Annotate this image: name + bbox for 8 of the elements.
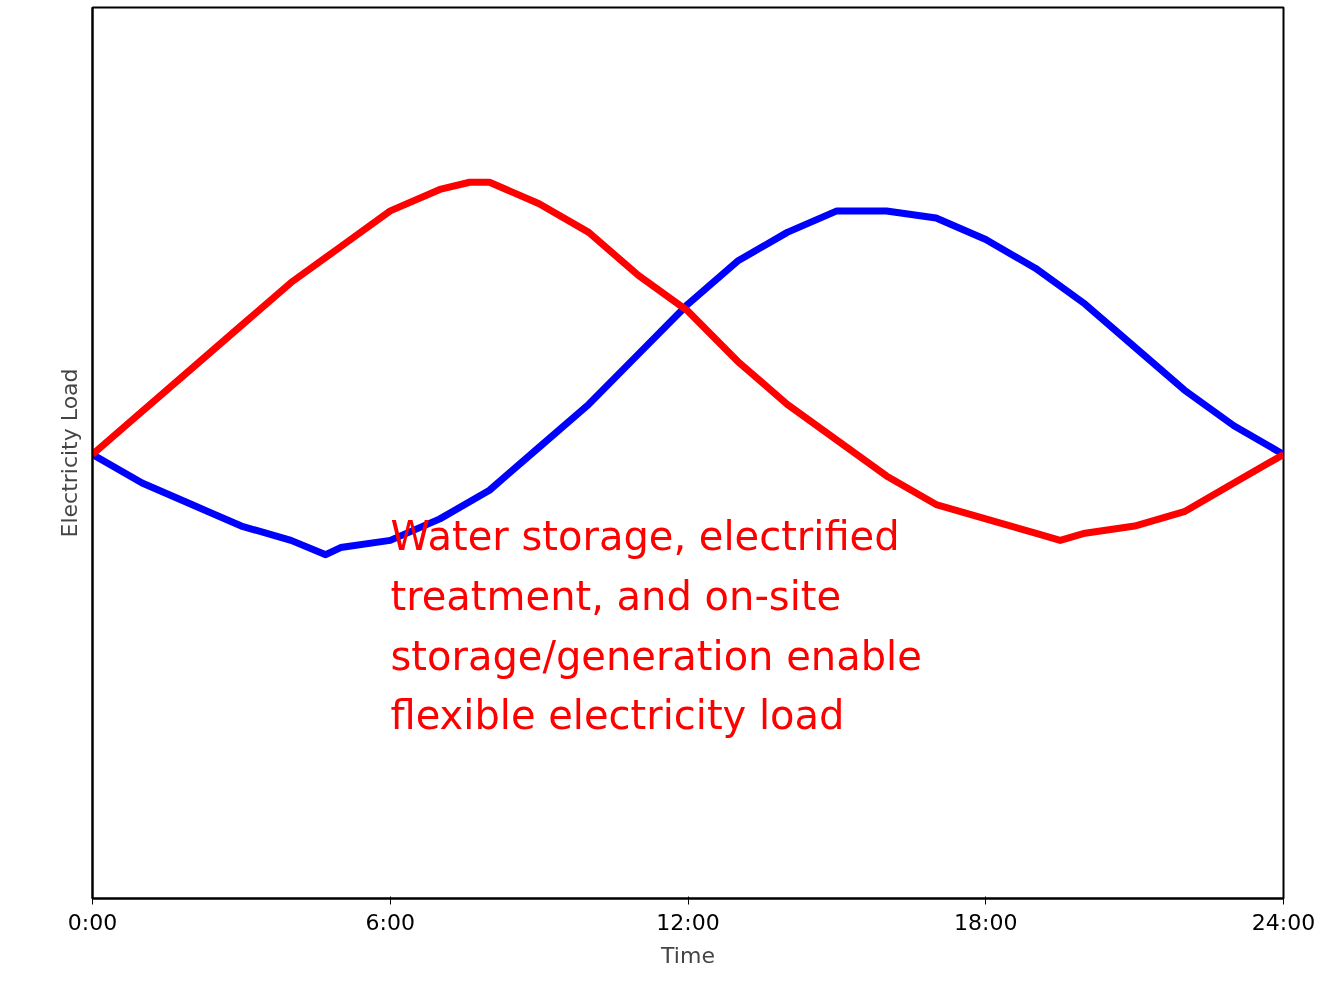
x-tick-label: 24:00	[1251, 909, 1316, 935]
x-tick-label: 18:00	[954, 909, 1018, 935]
x-axis-title: Time	[660, 942, 715, 968]
x-tick-label: 12:00	[656, 909, 720, 935]
y-axis-title: Electricity Load	[56, 368, 82, 538]
annotation: Water storage, electrified treatment, and on-site storage/generation enable flexible electricity load	[390, 513, 922, 739]
x-tick-label: 0:00	[67, 909, 118, 935]
x-tick-label: 6:00	[365, 909, 415, 935]
